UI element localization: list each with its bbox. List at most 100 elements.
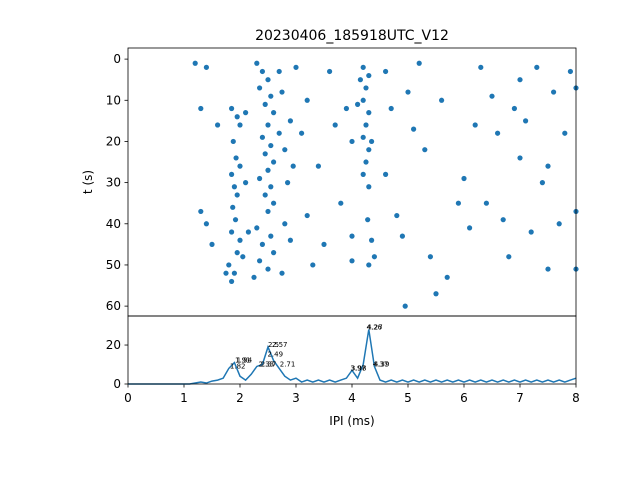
point [332, 122, 338, 128]
point [360, 64, 366, 70]
point [567, 68, 574, 75]
point [234, 192, 240, 198]
peak-label: 3.97 [350, 364, 366, 372]
point [366, 147, 372, 153]
point [262, 101, 268, 107]
point [461, 175, 467, 182]
point [511, 105, 517, 112]
point [231, 270, 237, 276]
point [237, 122, 243, 128]
point [203, 221, 209, 227]
top-axes-frame [127, 47, 577, 317]
point [327, 68, 333, 75]
point [257, 258, 263, 264]
point [411, 126, 417, 132]
point [366, 262, 372, 268]
point [315, 163, 321, 169]
point [254, 225, 260, 231]
point [290, 163, 296, 169]
y-tick-label: 10 [106, 93, 121, 107]
point [369, 237, 375, 243]
point [349, 233, 355, 239]
y-tick-label: 20 [106, 134, 121, 148]
y-tick-label: 50 [106, 258, 121, 272]
point [287, 237, 293, 243]
point [394, 212, 400, 219]
point [259, 134, 265, 140]
point [517, 77, 523, 83]
point [245, 229, 251, 235]
point [444, 274, 450, 280]
point [366, 72, 372, 79]
peak-label: 3.98 [351, 364, 367, 372]
point [271, 250, 277, 256]
point [467, 225, 473, 231]
point [262, 151, 268, 157]
point [402, 303, 408, 309]
x-tick-label: 8 [572, 391, 580, 405]
y-tick-label: 30 [106, 176, 121, 190]
point [422, 147, 428, 153]
point [237, 237, 243, 243]
point [209, 241, 215, 247]
point [556, 221, 562, 227]
y-tick-label: 60 [106, 299, 121, 313]
point [203, 64, 209, 70]
point [229, 171, 235, 177]
point [243, 110, 249, 116]
point [321, 241, 327, 247]
peak-label: 1.82 [230, 362, 246, 370]
point [562, 130, 568, 136]
point [371, 254, 377, 260]
point [268, 233, 274, 239]
point [265, 122, 271, 128]
point [259, 68, 265, 75]
point [282, 221, 288, 227]
point [472, 122, 478, 128]
chart-title: 20230406_185918UTC_V12 [255, 28, 449, 44]
point [360, 134, 366, 140]
point [500, 217, 506, 223]
peak-label: 2.33 [258, 360, 274, 368]
point [271, 110, 277, 116]
point [455, 200, 461, 206]
point [231, 184, 237, 190]
point [439, 97, 445, 103]
point [310, 262, 316, 268]
point [229, 278, 235, 285]
point [230, 204, 236, 210]
point [528, 229, 534, 235]
peak-label: 2.5 [268, 341, 279, 349]
point [268, 184, 274, 190]
point [251, 274, 257, 280]
point [349, 138, 355, 145]
point [365, 217, 371, 223]
point [230, 138, 236, 145]
point [223, 270, 229, 276]
point [349, 258, 355, 264]
point [198, 208, 204, 215]
x-tick-label: 7 [516, 391, 524, 405]
point [215, 122, 221, 128]
point [237, 163, 243, 169]
point [265, 266, 271, 272]
point [523, 118, 529, 124]
point [282, 147, 288, 153]
x-axis-label: IPI (ms) [329, 414, 374, 428]
point [551, 89, 557, 95]
point [399, 233, 405, 239]
point [229, 229, 235, 235]
point [259, 241, 265, 247]
point [268, 142, 274, 149]
peak-label: 1.94 [237, 357, 253, 365]
peak-label: 4.39 [374, 360, 390, 368]
point [363, 122, 369, 128]
y-tick-label: 0 [113, 52, 121, 66]
point [268, 93, 274, 99]
point [483, 200, 489, 206]
point [192, 60, 198, 66]
point [265, 167, 271, 173]
point [383, 68, 389, 75]
point [363, 159, 369, 165]
